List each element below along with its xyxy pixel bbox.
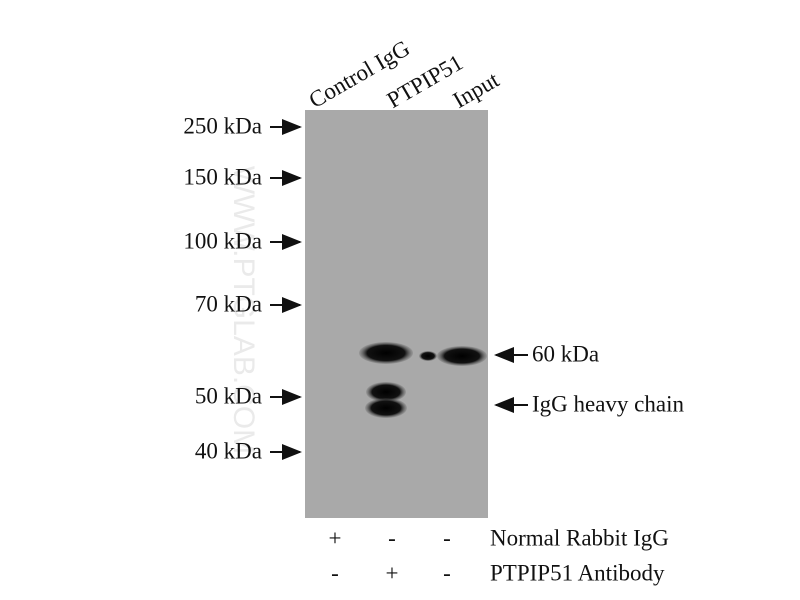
watermark: WWW.PTGLAB.COM: [227, 166, 260, 454]
treatment-sign: -: [443, 560, 451, 585]
blot-membrane: [305, 110, 488, 518]
marker-label: 50 kDa: [195, 383, 262, 408]
treatment-label: PTPIP51 Antibody: [490, 560, 665, 585]
band: [419, 351, 437, 361]
treatment-sign: -: [443, 525, 451, 550]
marker-label: 250 kDa: [183, 113, 262, 138]
band: [437, 346, 487, 366]
treatment-label: Normal Rabbit IgG: [490, 525, 669, 550]
annotation: IgG heavy chain: [532, 391, 684, 416]
treatment-sign: +: [329, 525, 342, 550]
annotation: 60 kDa: [532, 341, 599, 366]
band: [359, 342, 413, 364]
marker-label: 100 kDa: [183, 228, 262, 253]
band: [365, 398, 407, 418]
treatment-sign: -: [388, 525, 396, 550]
marker-label: 150 kDa: [183, 164, 262, 189]
band: [366, 382, 406, 402]
treatment-sign: +: [386, 560, 399, 585]
marker-label: 40 kDa: [195, 438, 262, 463]
marker-label: 70 kDa: [195, 291, 262, 316]
treatment-sign: -: [331, 560, 339, 585]
